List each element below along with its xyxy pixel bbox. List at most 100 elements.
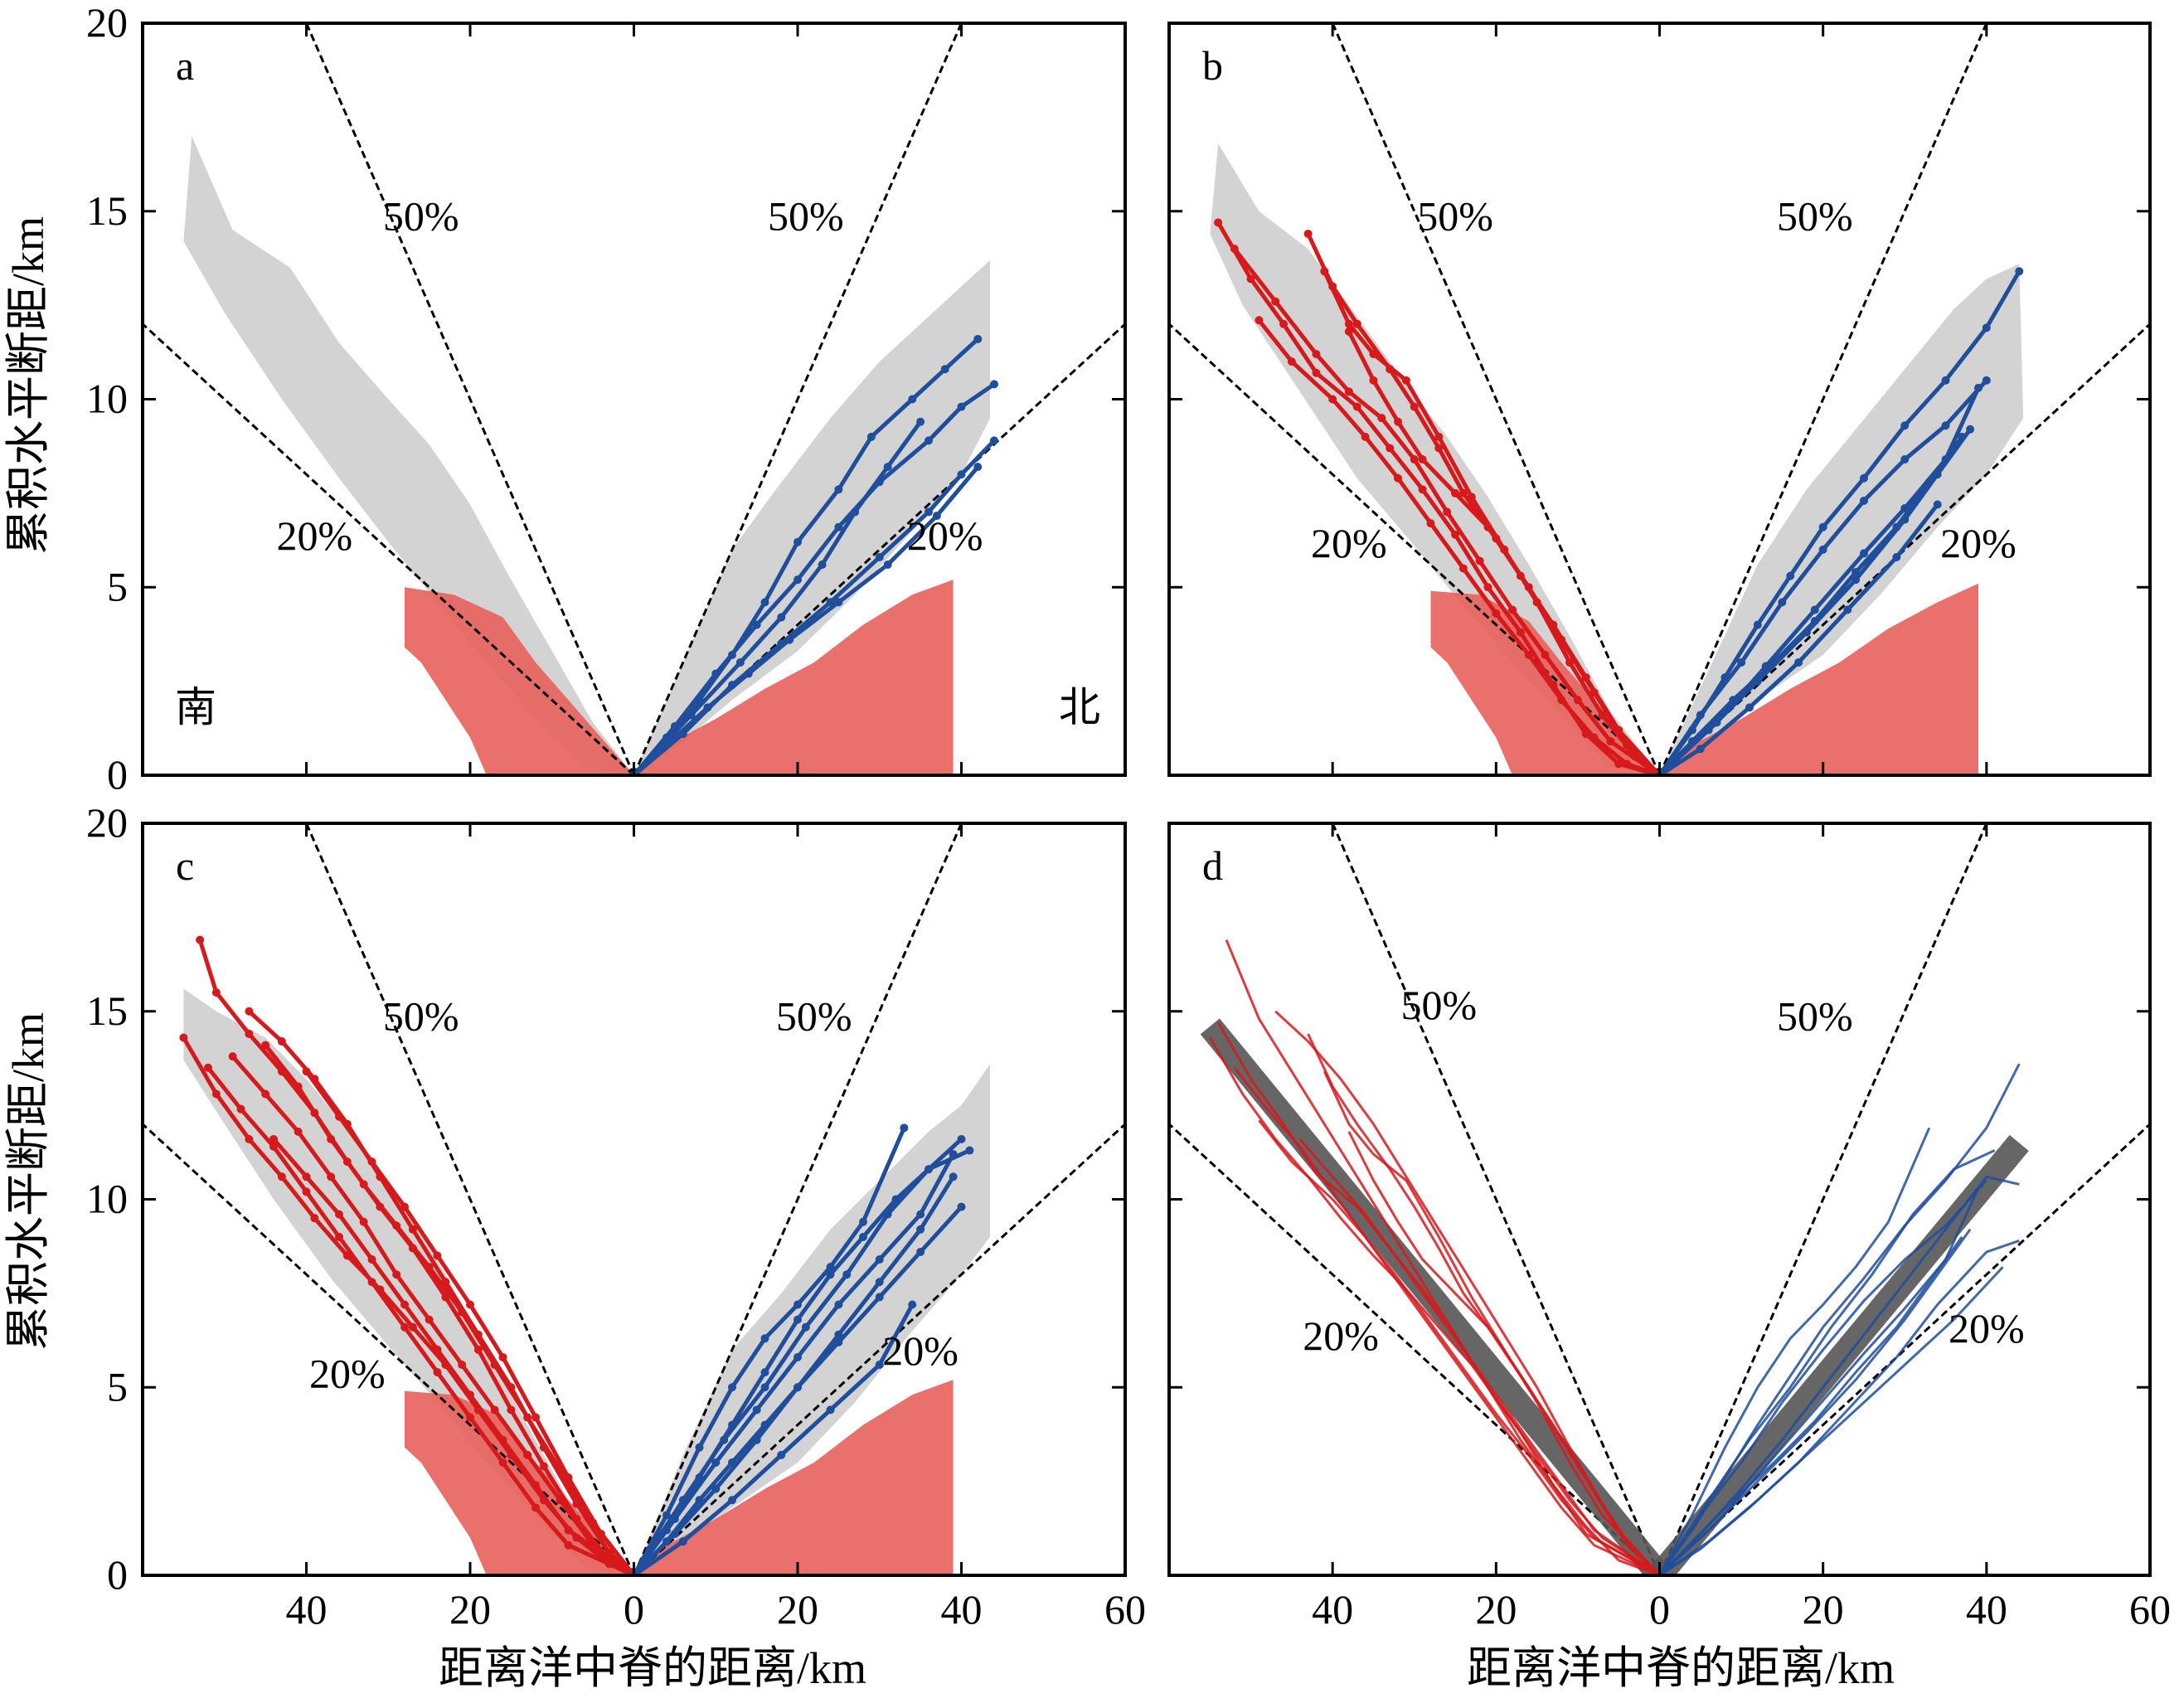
north-series-point [826, 1263, 835, 1272]
north-series-point [957, 470, 966, 479]
south-series-point [498, 1458, 507, 1467]
north-series-point [866, 432, 876, 441]
north-series-point [834, 1330, 843, 1339]
north-series-point [940, 365, 949, 374]
north-series-point [957, 402, 966, 411]
north-series-point [1810, 617, 1819, 626]
north-series-point [949, 1172, 958, 1181]
north-series-point [794, 1352, 802, 1361]
south-series-point [1557, 696, 1566, 705]
x-axis-label-left: 距离洋中脊的距离/km [439, 1643, 866, 1693]
north-envelope [633, 260, 991, 775]
south-series-point [1369, 350, 1378, 359]
south-series-point [1581, 673, 1590, 682]
south-series-point [269, 1134, 278, 1143]
north-series-point [1982, 376, 1991, 385]
reference-label: 50% [768, 192, 844, 239]
south-series-point [1352, 402, 1361, 411]
north-series-point [1958, 432, 1967, 441]
north-series-line [1658, 1266, 2004, 1575]
north-series-point [794, 1383, 802, 1392]
north-series-point [703, 703, 712, 712]
north-series-point [1859, 496, 1868, 505]
north-series-point [875, 1361, 884, 1370]
south-series-line [1209, 1036, 1661, 1575]
north-series-point [883, 463, 892, 472]
north-series-line [1658, 1179, 1987, 1575]
reference-line-right [1658, 1123, 2150, 1575]
x-tick-label: 40 [1966, 1586, 2007, 1633]
south-series-point [1320, 267, 1329, 276]
north-series-point [834, 485, 843, 494]
reference-line-left [305, 23, 635, 775]
reference-label: 20% [1949, 1305, 2025, 1351]
reference-line-right [633, 823, 963, 1575]
north-series-point [875, 552, 884, 561]
north-series-point [1753, 620, 1762, 629]
south-series-point [1328, 395, 1337, 404]
south-series-point [1516, 628, 1525, 637]
north-series-point [801, 1322, 810, 1332]
south-series-point [335, 1232, 343, 1241]
south-series-point [1532, 598, 1541, 607]
panel-c: 50% 50% 20% 20% c 40 20 0 20 40 60 0 5 10 15 20 [86, 799, 1146, 1633]
reference-line-left [305, 823, 635, 1575]
south-series-point [531, 1481, 540, 1490]
south-series-point [327, 1172, 336, 1181]
north-series-point [728, 1383, 736, 1392]
y-tick-label: 5 [107, 1363, 128, 1409]
south-series-point [458, 1361, 467, 1370]
y-tick-label: 0 [107, 751, 128, 798]
south-series-point [327, 1134, 336, 1143]
north-series-point [1892, 552, 1901, 561]
axes-frame [1167, 822, 2152, 1577]
south-series-point [211, 988, 221, 997]
reference-label: 50% [1417, 192, 1493, 239]
north-series-point [662, 1511, 671, 1520]
south-series-point [523, 1450, 532, 1459]
south-red-region [405, 587, 634, 775]
north-series-point [1941, 421, 1950, 430]
north-series-point [760, 598, 769, 607]
north-series-point [720, 1435, 729, 1444]
south-series-point [367, 1278, 376, 1287]
south-series-point [1524, 650, 1533, 659]
north-series-point [932, 512, 941, 521]
north-series-point [875, 1293, 884, 1302]
south-series-point [1344, 387, 1353, 396]
south-series-point [539, 1462, 548, 1471]
north-series-point [925, 507, 933, 517]
reference-label: 20% [1311, 520, 1387, 566]
x-tick-label: 60 [2129, 1586, 2171, 1633]
reference-label: 50% [1777, 192, 1853, 239]
north-series-point [834, 598, 843, 607]
south-series-point [277, 1172, 286, 1181]
plot-area-b [1169, 23, 2150, 775]
south-series-point [1386, 444, 1395, 453]
north-red-region [633, 1380, 954, 1575]
panel-letter: c [176, 842, 194, 889]
reference-label: 50% [383, 992, 459, 1039]
south-series-line [1216, 221, 1661, 775]
y-tick-label: 5 [107, 563, 128, 609]
south-series-point [1271, 297, 1280, 306]
plot-area-d [1169, 823, 2150, 1575]
north-series-point [1966, 425, 1975, 434]
north-series-point [990, 436, 998, 445]
north-series-point [1712, 718, 1721, 727]
y-tick-label: 15 [86, 987, 128, 1034]
panel-letter: d [1202, 842, 1223, 889]
north-series-point [744, 669, 753, 678]
south-series-line [1225, 939, 1661, 1575]
south-series-point [245, 1134, 254, 1143]
south-series-point [179, 1033, 188, 1042]
north-series-point [777, 1450, 786, 1459]
south-series-line [1298, 1138, 1661, 1575]
y-axis-label-bottom: 累积水平断距/km [3, 1012, 53, 1351]
reference-label: 20% [907, 512, 983, 559]
reference-label: 20% [309, 1350, 386, 1396]
north-series-point [883, 560, 892, 570]
south-series-point [1589, 733, 1599, 742]
south-series-point [359, 1217, 368, 1226]
north-series-point [1900, 421, 1910, 430]
